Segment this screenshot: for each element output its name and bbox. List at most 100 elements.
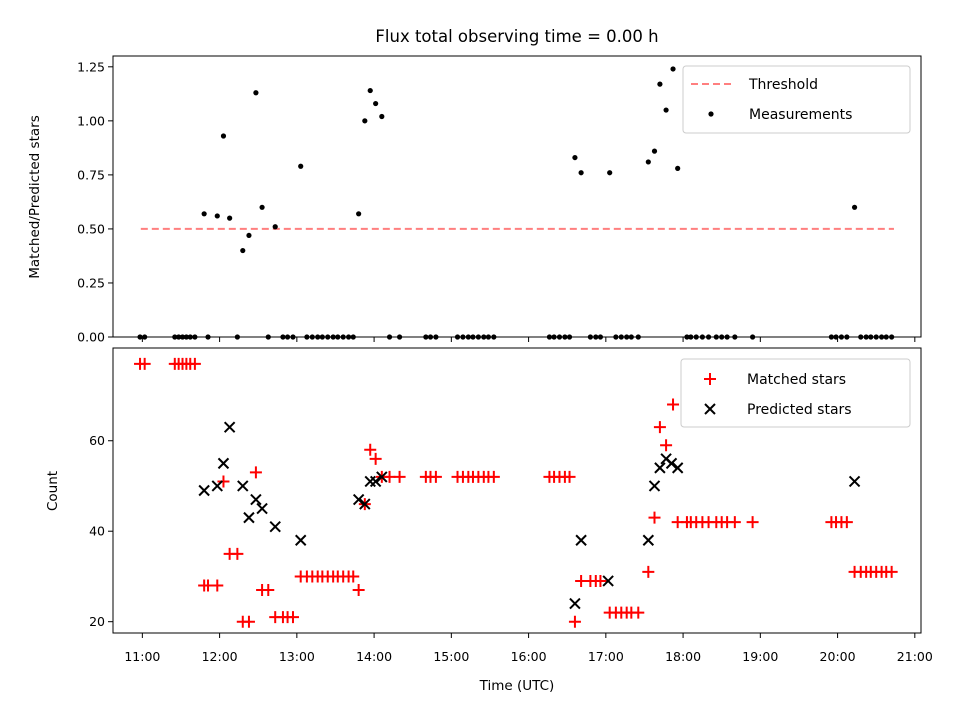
predicted-star-marker (376, 471, 388, 483)
bottom-x-tick-label: 20:00 (820, 649, 856, 664)
matched-star-marker (653, 421, 666, 434)
top-y-axis-label: Matched/Predicted stars (27, 115, 43, 278)
bottom-y-tick-label: 40 (89, 524, 105, 539)
predicted-star-marker (569, 597, 581, 610)
bottom-x-tick-label: 16:00 (511, 649, 547, 664)
bottom-x-tick-label: 21:00 (897, 649, 933, 664)
predicted-stars-layer (198, 421, 861, 610)
bottom-legend: Matched stars Predicted stars (680, 358, 911, 428)
predicted-star-marker (575, 534, 587, 546)
matched-star-marker (746, 516, 759, 529)
top-y-tick-label: 0.75 (77, 167, 105, 182)
matched-star-marker (885, 565, 898, 578)
measurement-point (675, 165, 681, 171)
bottom-y-axis: 20 40 60 (89, 433, 113, 629)
legend-matched-swatch (704, 373, 716, 385)
matched-star-marker (188, 357, 201, 370)
matched-star-marker (262, 584, 275, 597)
predicted-star-marker (369, 475, 382, 488)
matched-star-marker (393, 470, 406, 483)
bottom-x-tick-label: 15:00 (433, 649, 469, 664)
matched-star-marker (728, 516, 741, 529)
measurement-point (379, 113, 385, 120)
measurement-point (240, 247, 246, 254)
matched-star-marker (231, 547, 244, 560)
measurement-point (227, 215, 233, 221)
top-y-tick-label: 1.25 (77, 59, 105, 74)
bottom-x-tick-label: 18:00 (665, 649, 701, 664)
matched-star-marker (383, 470, 396, 483)
measurement-point (645, 159, 651, 165)
predicted-star-marker (352, 493, 365, 506)
measurement-point (220, 133, 227, 139)
matched-star-marker (369, 452, 382, 465)
predicted-star-marker (198, 484, 210, 497)
matched-star-marker (352, 584, 365, 597)
top-x-ticks (141, 337, 916, 342)
predicted-star-marker (665, 457, 678, 470)
matched-star-marker (364, 443, 377, 456)
measurement-point (298, 163, 304, 169)
matched-star-marker (211, 579, 224, 592)
predicted-star-marker (211, 480, 223, 492)
matched-star-marker (249, 466, 262, 479)
predicted-star-marker (237, 480, 249, 492)
measurement-point (362, 118, 368, 124)
bottom-y-tick-label: 60 (89, 433, 105, 448)
measurement-point (851, 204, 858, 210)
measurement-point (373, 100, 379, 107)
legend-measurements-swatch (708, 111, 714, 117)
legend-predicted-swatch (704, 403, 716, 415)
top-y-tick-label: 0.50 (77, 221, 105, 236)
matched-star-marker (594, 574, 607, 587)
bottom-y-axis-label: Count (45, 471, 61, 511)
predicted-star-marker (642, 534, 655, 546)
matched-star-marker (660, 439, 673, 452)
matched-star-marker (642, 565, 655, 578)
predicted-star-marker (250, 493, 262, 506)
bottom-plot-frame (112, 347, 922, 634)
bottom-x-tick-label: 13:00 (279, 649, 315, 664)
measurement-point (246, 232, 252, 239)
measurement-point (253, 90, 259, 96)
matched-star-marker (563, 470, 576, 483)
predicted-star-marker (256, 502, 268, 515)
matched-star-marker (138, 357, 151, 370)
measurement-point (572, 154, 578, 161)
legend-predicted-label: Predicted stars (747, 402, 852, 418)
bottom-legend-box (680, 358, 911, 428)
legend-threshold-label: Threshold (748, 77, 818, 93)
predicted-star-marker (654, 462, 666, 474)
measurement-point (201, 211, 207, 217)
predicted-star-marker (602, 575, 614, 587)
bottom-x-tick-label: 14:00 (356, 649, 392, 664)
legend-measurements-label: Measurements (749, 107, 852, 123)
bottom-x-axis-label: Time (UTC) (479, 678, 555, 694)
matched-star-marker (487, 470, 500, 483)
top-y-tick-label: 1.00 (77, 113, 105, 128)
matched-star-marker (242, 615, 255, 628)
matched-stars-layer (134, 357, 898, 628)
measurement-point (259, 204, 265, 210)
predicted-star-marker (848, 475, 861, 488)
matched-star-marker (840, 516, 853, 529)
bottom-x-tick-label: 17:00 (588, 649, 624, 664)
matched-star-marker (347, 570, 360, 583)
measurement-point (670, 66, 676, 72)
matched-star-marker (648, 511, 661, 524)
figure-title: Flux total observing time = 0.00 h (375, 27, 658, 46)
measurement-point (367, 87, 373, 94)
bottom-x-tick-label: 12:00 (202, 649, 238, 664)
matched-star-marker (667, 398, 680, 411)
predicted-star-marker (217, 457, 230, 470)
measurement-point (356, 211, 362, 217)
predicted-star-marker (671, 462, 684, 474)
measurement-point (214, 213, 220, 219)
measurement-point (651, 148, 658, 154)
matched-star-marker (286, 611, 299, 624)
bottom-x-axis: 11:00 12:00 13:00 14:00 15:00 16:00 17:00 18:00… (124, 633, 933, 664)
top-plot-frame (112, 55, 922, 338)
predicted-star-marker (223, 421, 236, 433)
predicted-star-marker (359, 498, 371, 510)
measurement-point (578, 170, 584, 176)
